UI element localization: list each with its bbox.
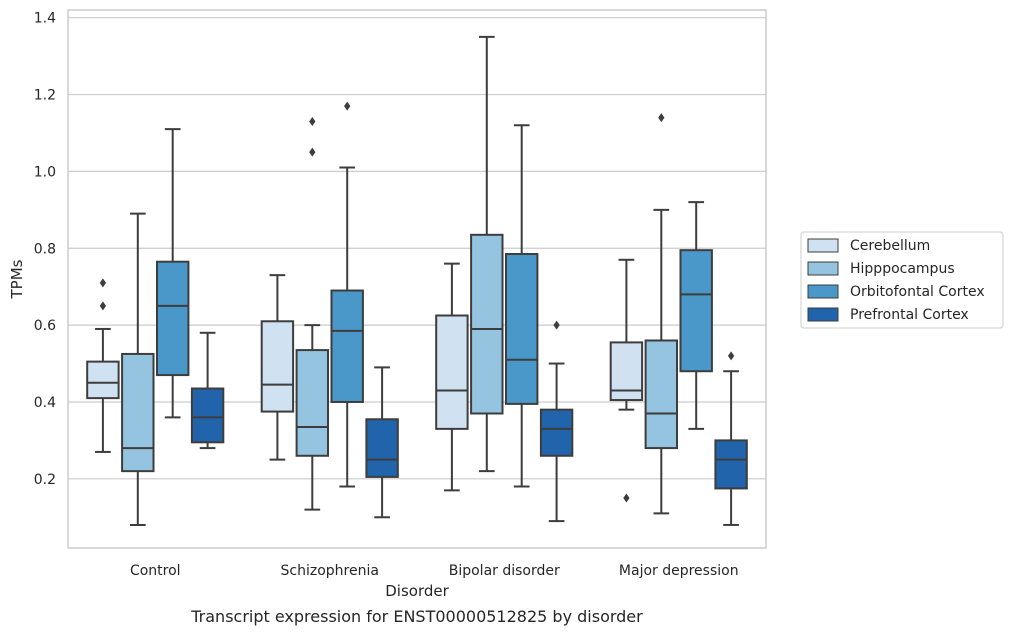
legend-frame xyxy=(800,231,1004,329)
x-tick-label: Major depression xyxy=(619,563,739,579)
box-1-0 xyxy=(260,274,295,461)
legend-label: Cerebellum xyxy=(850,238,930,254)
box-2-0 xyxy=(435,262,469,492)
plot-boxes xyxy=(86,35,748,526)
outlier-point xyxy=(309,147,316,157)
iqr-box xyxy=(121,352,155,473)
box-2-3 xyxy=(539,320,574,523)
x-axis-ticks: Control Schizophrenia Bipolar disorder Majo… xyxy=(130,563,739,579)
iqr-box xyxy=(190,387,225,444)
iqr-box xyxy=(260,320,295,413)
box-0-0 xyxy=(86,278,120,453)
outlier-point xyxy=(658,113,665,123)
outlier-point xyxy=(553,320,560,330)
y-tick-label: 1.0 xyxy=(34,164,56,180)
legend-swatch xyxy=(807,261,839,276)
legend: Cerebellum Hipppocampus Orbitofontal Corte… xyxy=(800,231,1004,329)
chart-caption: Transcript expression for ENST0000051282… xyxy=(190,607,643,626)
outlier-point xyxy=(99,301,107,311)
box-3-3 xyxy=(714,351,748,526)
box-3-1 xyxy=(644,113,679,515)
box-1-3 xyxy=(365,366,399,519)
y-tick-label: 0.8 xyxy=(34,241,56,257)
box-3-2 xyxy=(679,201,713,430)
box-2-1 xyxy=(470,35,504,473)
iqr-box xyxy=(435,314,469,430)
x-tick-label: Bipolar disorder xyxy=(449,563,560,579)
iqr-box xyxy=(295,349,330,457)
legend-swatch xyxy=(807,284,839,299)
iqr-box xyxy=(365,418,399,478)
y-tick-label: 0.6 xyxy=(34,318,56,334)
outlier-point xyxy=(727,351,735,361)
box-0-3 xyxy=(190,331,225,450)
x-tick-label: Schizophrenia xyxy=(281,563,379,579)
y-tick-label: 1.2 xyxy=(34,88,56,104)
iqr-box xyxy=(86,360,120,400)
legend-swatch xyxy=(807,238,839,253)
legend-swatch xyxy=(807,307,839,322)
legend-label: Prefrontal Cortex xyxy=(850,307,969,323)
y-tick-label: 1.4 xyxy=(34,11,56,27)
outlier-point xyxy=(344,101,351,111)
iqr-box xyxy=(679,249,713,373)
box-0-1 xyxy=(121,212,155,526)
y-tick-label: 0.4 xyxy=(34,395,56,411)
iqr-box xyxy=(155,260,190,377)
y-axis-label: TPMs xyxy=(8,259,26,299)
legend-label: Orbitofontal Cortex xyxy=(850,284,985,300)
box-0-2 xyxy=(155,128,190,419)
outlier-point xyxy=(309,116,316,126)
box-1-2 xyxy=(330,101,364,488)
iqr-box xyxy=(330,289,364,403)
legend-label: Hipppocampus xyxy=(850,261,955,277)
iqr-box xyxy=(504,253,539,405)
x-axis-label: Disorder xyxy=(385,582,449,600)
iqr-box xyxy=(714,439,748,490)
y-tick-label: 0.2 xyxy=(34,472,56,488)
iqr-box xyxy=(470,233,504,415)
plot-area-frame xyxy=(67,9,767,549)
iqr-box xyxy=(644,339,679,450)
box-1-1 xyxy=(295,116,330,511)
outlier-point xyxy=(99,278,107,288)
iqr-box xyxy=(539,408,574,457)
y-axis-ticks: 0.2 0.4 0.6 0.8 1.0 1.2 1.4 xyxy=(34,11,56,488)
outlier-point xyxy=(623,493,630,503)
box-2-2 xyxy=(504,124,539,488)
box-3-0 xyxy=(609,258,644,503)
x-tick-label: Control xyxy=(130,563,181,579)
